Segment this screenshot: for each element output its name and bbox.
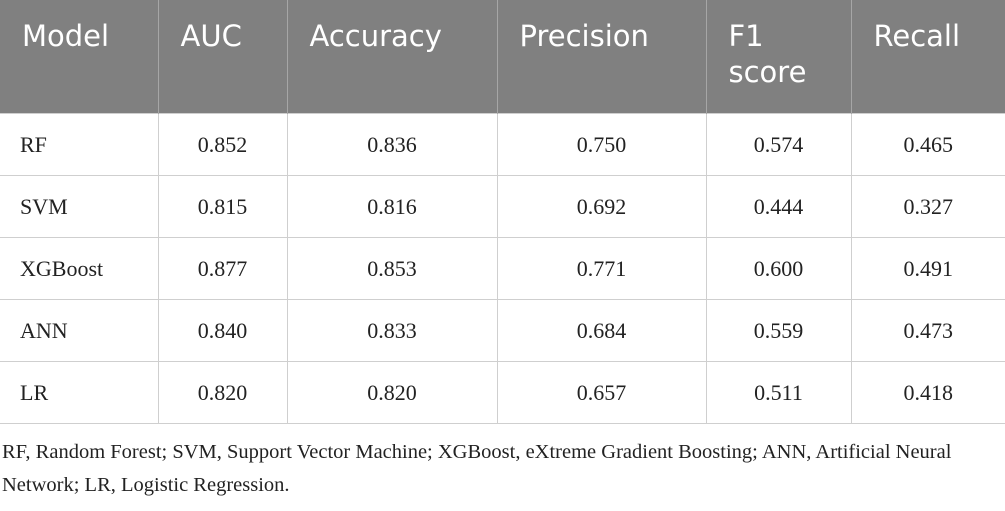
value-cell: 0.820 (286, 361, 498, 424)
model-cell: ANN (0, 299, 159, 362)
header-cell: Precision (497, 0, 707, 114)
value-cell: 0.444 (705, 175, 852, 238)
header-cell: Recall (851, 0, 1005, 114)
value-cell: 0.750 (496, 113, 707, 176)
value-cell: 0.852 (157, 113, 288, 176)
value-cell: 0.771 (496, 237, 707, 300)
model-cell: XGBoost (0, 237, 159, 300)
value-cell: 0.836 (286, 113, 498, 176)
header-cell: AUC (158, 0, 288, 114)
value-cell: 0.877 (157, 237, 288, 300)
header-row: Model AUC Accuracy Precision F1 score Recall (0, 0, 1005, 114)
header-cell: Model (0, 0, 159, 114)
results-table: Model AUC Accuracy Precision F1 score Recall … (0, 0, 1005, 424)
model-cell: RF (0, 113, 159, 176)
value-cell: 0.418 (850, 361, 1005, 424)
value-cell: 0.473 (850, 299, 1005, 362)
value-cell: 0.840 (157, 299, 288, 362)
value-cell: 0.815 (157, 175, 288, 238)
header-cell: F1 score (706, 0, 852, 114)
value-cell: 0.600 (705, 237, 852, 300)
value-cell: 0.574 (705, 113, 852, 176)
value-cell: 0.327 (850, 175, 1005, 238)
value-cell: 0.816 (286, 175, 498, 238)
model-cell: LR (0, 361, 159, 424)
table-row: LR 0.820 0.820 0.657 0.511 0.418 (0, 361, 1005, 424)
value-cell: 0.684 (496, 299, 707, 362)
header-cell: Accuracy (287, 0, 498, 114)
table-row: RF 0.852 0.836 0.750 0.574 0.465 (0, 113, 1005, 176)
table-body: RF 0.852 0.836 0.750 0.574 0.465 SVM 0.815 0.816… (0, 113, 1005, 424)
value-cell: 0.692 (496, 175, 707, 238)
value-cell: 0.657 (496, 361, 707, 424)
value-cell: 0.465 (850, 113, 1005, 176)
model-cell: SVM (0, 175, 159, 238)
value-cell: 0.559 (705, 299, 852, 362)
table-row: XGBoost 0.877 0.853 0.771 0.600 0.491 (0, 237, 1005, 300)
value-cell: 0.853 (286, 237, 498, 300)
value-cell: 0.491 (850, 237, 1005, 300)
value-cell: 0.833 (286, 299, 498, 362)
value-cell: 0.820 (157, 361, 288, 424)
table-row: ANN 0.840 0.833 0.684 0.559 0.473 (0, 299, 1005, 362)
value-cell: 0.511 (705, 361, 852, 424)
table-row: SVM 0.815 0.816 0.692 0.444 0.327 (0, 175, 1005, 238)
footnote: RF, Random Forest; SVM, Support Vector M… (2, 441, 952, 496)
